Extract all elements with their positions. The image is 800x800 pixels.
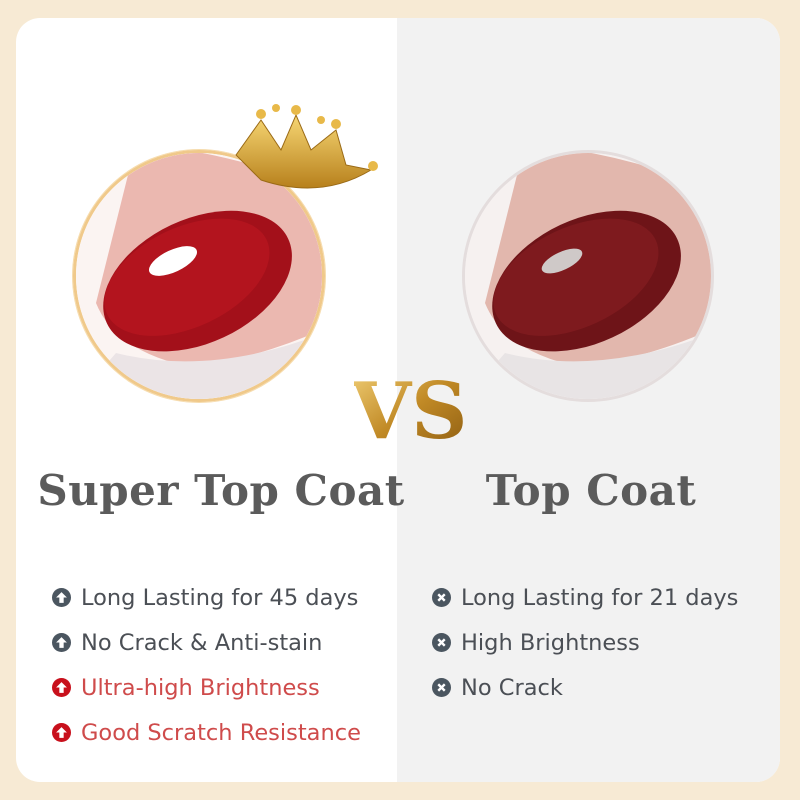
super-top-coat-nail-image — [73, 150, 325, 402]
arrow-up-circle-icon — [52, 678, 71, 697]
feature-item: High Brightness — [432, 620, 738, 665]
feature-text: Long Lasting for 21 days — [461, 584, 739, 611]
feature-item: No Crack & Anti-stain — [52, 620, 361, 665]
x-circle-icon — [432, 633, 451, 652]
top-coat-nail-image — [462, 150, 714, 402]
feature-item-highlight: Good Scratch Resistance — [52, 710, 361, 755]
arrow-up-circle-icon — [52, 723, 71, 742]
feature-text: No Crack & Anti-stain — [81, 629, 323, 656]
feature-text: Good Scratch Resistance — [81, 719, 361, 746]
crown-icon — [235, 104, 378, 189]
x-circle-icon — [432, 678, 451, 697]
feature-text: Ultra-high Brightness — [81, 674, 320, 701]
feature-text: No Crack — [461, 674, 563, 701]
arrow-up-circle-icon — [52, 588, 71, 607]
feature-item: Long Lasting for 21 days — [432, 575, 738, 620]
super-top-coat-features: Long Lasting for 45 days No Crack & Anti… — [52, 575, 361, 755]
comparison-card: VS Super Top Coat Top Coat Long Lasting … — [16, 18, 780, 782]
vs-logo: VS — [354, 366, 464, 453]
x-circle-icon — [432, 588, 451, 607]
svg-text:VS: VS — [354, 366, 464, 453]
feature-item: No Crack — [432, 665, 738, 710]
super-top-coat-title: Super Top Coat — [37, 466, 405, 515]
feature-text: High Brightness — [461, 629, 640, 656]
feature-item-highlight: Ultra-high Brightness — [52, 665, 361, 710]
feature-item: Long Lasting for 45 days — [52, 575, 361, 620]
top-coat-title: Top Coat — [485, 466, 697, 515]
top-coat-features: Long Lasting for 21 days High Brightness… — [432, 575, 738, 710]
feature-text: Long Lasting for 45 days — [81, 584, 359, 611]
arrow-up-circle-icon — [52, 633, 71, 652]
